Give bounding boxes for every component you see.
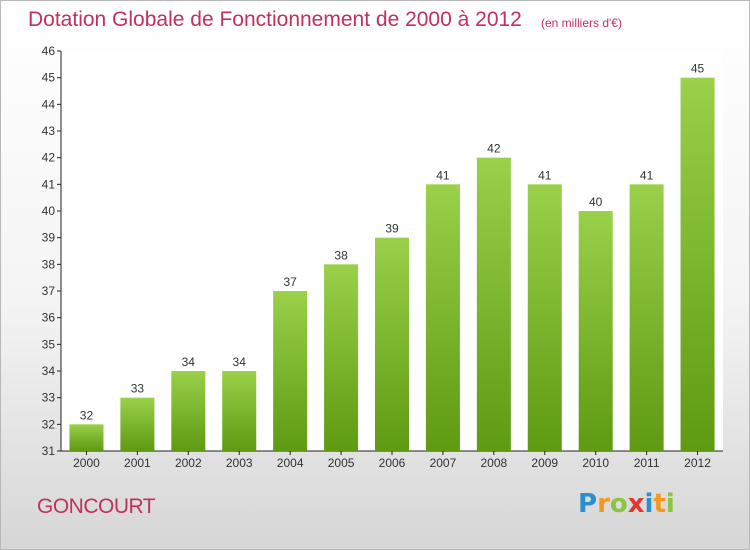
x-tick-label: 2003 <box>226 456 253 470</box>
y-tick-label: 44 <box>42 97 56 111</box>
x-tick-label: 2010 <box>582 456 609 470</box>
y-tick-label: 38 <box>42 257 56 271</box>
data-label: 32 <box>80 408 94 422</box>
x-tick-label: 2012 <box>684 456 711 470</box>
x-tick-label: 2005 <box>328 456 355 470</box>
data-label: 41 <box>640 168 654 182</box>
y-tick-label: 37 <box>42 284 56 298</box>
y-tick-label: 33 <box>42 391 56 405</box>
y-tick-label: 42 <box>42 151 56 165</box>
x-tick-label: 2004 <box>277 456 304 470</box>
x-tick-label: 2008 <box>480 456 507 470</box>
x-tick-label: 2011 <box>634 456 660 470</box>
bar <box>680 77 715 452</box>
x-tick-label: 2000 <box>73 456 100 470</box>
x-tick-label: 2002 <box>175 456 202 470</box>
x-tick-label: 2001 <box>124 456 151 470</box>
y-tick-label: 46 <box>42 44 56 58</box>
y-tick-label: 45 <box>42 71 56 85</box>
data-label: 40 <box>589 195 603 209</box>
data-label: 42 <box>487 142 501 156</box>
data-label: 33 <box>131 382 145 396</box>
bar <box>425 184 460 452</box>
chart-title: Dotation Globale de Fonctionnement de 20… <box>28 8 522 31</box>
y-tick-label: 39 <box>42 231 56 245</box>
bar <box>375 237 409 451</box>
x-tick-label: 2006 <box>379 456 406 470</box>
data-label: 39 <box>385 222 399 236</box>
bar <box>273 291 308 451</box>
data-label: 34 <box>233 355 247 369</box>
bar <box>629 184 664 452</box>
bar <box>476 157 511 451</box>
y-tick-label: 35 <box>42 337 56 351</box>
y-tick-label: 32 <box>42 417 56 431</box>
y-tick-label: 34 <box>42 364 56 378</box>
place-name: GONCOURT <box>37 495 156 518</box>
bar <box>120 397 155 451</box>
y-tick-label: 36 <box>42 311 56 325</box>
x-tick-label: 2009 <box>531 456 558 470</box>
y-tick-label: 43 <box>42 124 56 138</box>
data-label: 45 <box>691 62 705 76</box>
chart-subtitle: (en milliers d'€) <box>541 16 622 30</box>
chart-bars <box>69 77 715 452</box>
bar <box>578 211 613 451</box>
x-tick-label: 2007 <box>430 456 457 470</box>
bar <box>171 371 206 451</box>
data-label: 41 <box>436 168 450 182</box>
y-tick-label: 41 <box>42 177 56 191</box>
bar <box>324 264 359 451</box>
proxiti-logo[interactable]: Proxiti <box>578 489 675 519</box>
bar <box>527 184 562 452</box>
bar <box>222 371 257 451</box>
data-label: 38 <box>334 248 348 262</box>
y-tick-label: 31 <box>42 444 56 458</box>
data-label: 41 <box>538 168 552 182</box>
data-label: 34 <box>182 355 196 369</box>
y-tick-label: 40 <box>42 204 56 218</box>
bar <box>69 424 104 451</box>
data-label: 37 <box>283 275 297 289</box>
chart-labels: 2000 32 2001 33 2002 34 2003 34 2004 37 2005 38 2006… <box>73 62 711 470</box>
